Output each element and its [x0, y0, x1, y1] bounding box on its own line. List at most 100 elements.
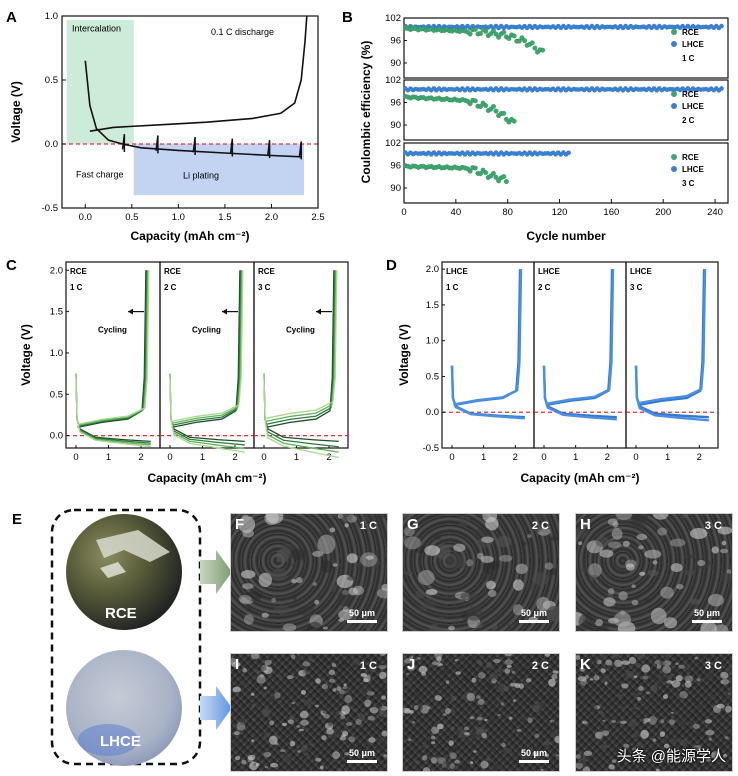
rce-data-point — [483, 170, 489, 176]
plating-spike — [121, 134, 126, 153]
electrolyte-label: RCE — [70, 267, 88, 276]
y-axis-title: Voltage (V) — [397, 324, 411, 386]
rce-data-point — [490, 170, 496, 176]
cycling-annotation: Cycling — [98, 325, 127, 334]
legend-lhce-label: LHCE — [682, 40, 704, 49]
legend-rce-label: RCE — [682, 153, 700, 162]
y-tick-label: 1.0 — [45, 11, 58, 22]
y-tick-label: 2.0 — [50, 265, 63, 276]
panel-letter-e: E — [12, 511, 22, 528]
lhce-data-point — [566, 150, 571, 156]
sem-rate-label: 3 C — [704, 520, 722, 532]
x-tick-label: 80 — [502, 207, 513, 218]
panel-a-chart: A 0.0 0.5 1.0 1.5 2.0 2.5 -0.5 0.0 0.5 1.0 Capacit… — [6, 9, 325, 243]
annotation-li-plating: Li plating — [183, 171, 219, 181]
rce-data-point — [478, 171, 483, 177]
y-tick-label: 96 — [390, 36, 401, 47]
profile-subplot-frame — [253, 261, 349, 449]
ce-subplot-frame — [403, 17, 729, 79]
sem-image-k: K 3 C — [575, 653, 733, 772]
sem-rate-label: 2 C — [531, 520, 549, 532]
scale-bar-line — [347, 620, 377, 623]
x-axis-title: Capacity (mAh cm⁻²) — [520, 471, 639, 485]
rate-label: 3 C — [258, 283, 271, 292]
rce-data-point — [472, 98, 478, 104]
y-tick-label: 102 — [385, 138, 401, 149]
plating-spike — [266, 140, 271, 159]
sem-texture — [238, 514, 387, 631]
lhce-photo-label: LHCE — [100, 733, 141, 750]
plating-spike — [192, 136, 196, 155]
scale-bar: 50 μm — [519, 608, 549, 623]
panel-letter-b: B — [342, 9, 353, 26]
scale-bar-label: 50 μm — [520, 748, 548, 758]
rce-data-point — [511, 33, 517, 39]
scale-bar-label: 50 μm — [348, 608, 376, 618]
discharge-profile-curve — [265, 270, 338, 420]
rce-data-point — [478, 31, 483, 36]
discharge-profile-curve — [171, 270, 242, 426]
charge-profile-curve — [450, 365, 525, 420]
sem-texture — [576, 654, 732, 771]
y-tick-label: 0.5 — [426, 371, 439, 382]
rce-data-point — [496, 34, 502, 40]
x-tick-label: 1 — [294, 452, 299, 463]
legend-rce-marker — [671, 154, 677, 160]
rce-data-point — [493, 108, 499, 114]
rce-data-point — [529, 40, 535, 46]
cycling-arrowhead-icon — [128, 308, 133, 315]
x-tick-label: 0.0 — [79, 212, 92, 223]
legend-lhce-label: LHCE — [682, 102, 704, 111]
sem-texture — [403, 654, 559, 771]
electrolyte-label: RCE — [164, 267, 182, 276]
lhce-data-point — [719, 86, 724, 91]
x-tick-label: 1.0 — [172, 212, 185, 223]
sem-texture — [403, 514, 559, 631]
annotation-intercalation: Intercalation — [72, 23, 121, 33]
x-tick-label: 1 — [200, 452, 205, 463]
scale-bar-line — [519, 760, 549, 763]
discharge-profile-curve — [453, 269, 522, 407]
x-tick-label: 200 — [655, 207, 671, 218]
x-tick-label: 40 — [451, 207, 462, 218]
y-tick-label: 102 — [385, 75, 401, 86]
annotation-fast-charge: Fast charge — [76, 169, 124, 179]
sem-image-f: F 1 C 50 μm — [230, 513, 388, 632]
scale-bar: 50 μm — [692, 608, 722, 623]
x-tick-label: 2 — [697, 452, 702, 463]
sem-texture — [231, 654, 387, 771]
sem-panel-letter: I — [235, 656, 240, 673]
y-axis-title: Voltage (V) — [9, 81, 23, 143]
legend-rce-label: RCE — [682, 28, 700, 37]
discharge-profile-curve — [77, 270, 148, 427]
y-tick-label: 0.0 — [50, 431, 63, 442]
y-tick-label: 90 — [390, 183, 401, 194]
panel-e-frame: E RCE LHCE — [12, 508, 230, 766]
x-tick-label: 0 — [633, 452, 638, 463]
discharge-profile-curve — [545, 269, 614, 407]
legend-rce-marker — [671, 29, 677, 35]
sem-panel-letter: G — [407, 516, 419, 533]
sem-panel-letter: K — [580, 656, 591, 673]
rce-data-point — [501, 29, 507, 35]
y-tick-label: 90 — [390, 120, 401, 131]
rce-data-point — [490, 28, 496, 34]
x-axis-title: Cycle number — [526, 229, 606, 243]
discharge-profile-curve — [637, 269, 706, 407]
x-tick-label: 0.5 — [125, 212, 138, 223]
charge-profile-curve — [75, 373, 151, 446]
rce-data-point — [516, 38, 522, 44]
electrolyte-label: LHCE — [538, 267, 560, 276]
discharge-profile-curve — [265, 270, 337, 423]
y-tick-label: 102 — [385, 13, 401, 24]
panel-letter-c: C — [6, 257, 17, 274]
charge-profile-curve — [634, 365, 709, 422]
discharge-profile-curve — [171, 270, 243, 425]
rce-data-point — [472, 26, 478, 32]
scale-bar: 50 μm — [347, 608, 377, 623]
scale-bar-label: 50 μm — [348, 748, 376, 758]
rce-data-point — [478, 104, 483, 110]
electrolyte-label: RCE — [258, 267, 276, 276]
rce-data-point — [522, 38, 527, 44]
x-tick-label: 0 — [449, 452, 454, 463]
